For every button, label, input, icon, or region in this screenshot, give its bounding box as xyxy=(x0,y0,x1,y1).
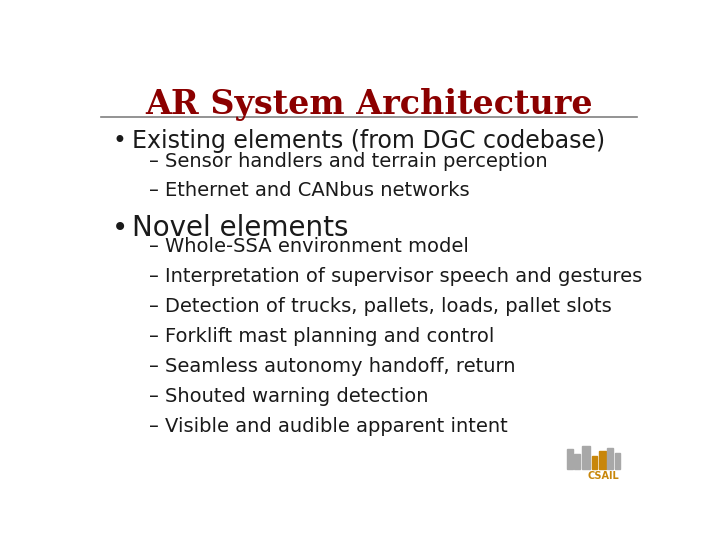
Text: –: – xyxy=(148,152,158,171)
Bar xyxy=(582,446,590,469)
Text: CSAIL: CSAIL xyxy=(588,471,619,482)
Text: Whole-SSA environment model: Whole-SSA environment model xyxy=(166,238,469,256)
Text: –: – xyxy=(148,417,158,436)
Text: –: – xyxy=(148,238,158,256)
Bar xyxy=(575,454,580,469)
Bar xyxy=(607,448,613,469)
Text: Interpretation of supervisor speech and gestures: Interpretation of supervisor speech and … xyxy=(166,267,642,286)
Text: Forklift mast planning and control: Forklift mast planning and control xyxy=(166,327,495,346)
Bar xyxy=(615,453,620,469)
Text: Visible and audible apparent intent: Visible and audible apparent intent xyxy=(166,417,508,436)
Text: –: – xyxy=(148,181,158,200)
Text: Seamless autonomy handoff, return: Seamless autonomy handoff, return xyxy=(166,357,516,376)
Text: Shouted warning detection: Shouted warning detection xyxy=(166,387,429,406)
Text: Existing elements (from DGC codebase): Existing elements (from DGC codebase) xyxy=(132,129,605,153)
Text: Sensor handlers and terrain perception: Sensor handlers and terrain perception xyxy=(166,152,548,171)
Text: Novel elements: Novel elements xyxy=(132,214,348,242)
Text: •: • xyxy=(112,129,126,153)
Text: AR System Architecture: AR System Architecture xyxy=(145,87,593,120)
Bar xyxy=(599,451,606,469)
Bar xyxy=(592,456,597,469)
Text: –: – xyxy=(148,267,158,286)
Bar xyxy=(567,449,572,469)
Text: –: – xyxy=(148,357,158,376)
Text: –: – xyxy=(148,327,158,346)
Text: –: – xyxy=(148,387,158,406)
Text: Ethernet and CANbus networks: Ethernet and CANbus networks xyxy=(166,181,470,200)
Text: •: • xyxy=(112,214,129,242)
Text: –: – xyxy=(148,297,158,316)
Text: Detection of trucks, pallets, loads, pallet slots: Detection of trucks, pallets, loads, pal… xyxy=(166,297,612,316)
